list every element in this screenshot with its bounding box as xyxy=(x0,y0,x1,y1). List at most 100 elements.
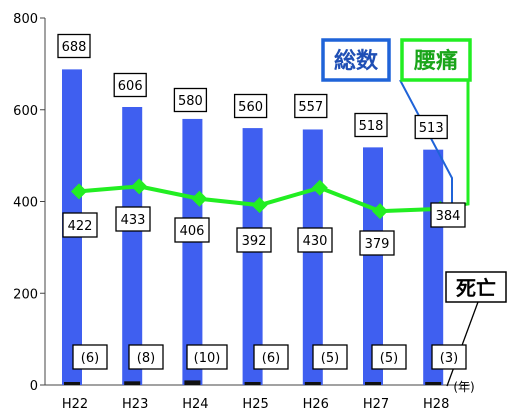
x-tick-label: H23 xyxy=(122,397,148,410)
back-pain-value-label-box xyxy=(62,212,98,238)
back-pain-value-label: 433 xyxy=(121,213,146,228)
back-pain-value-label-group: 422 xyxy=(62,212,98,238)
back-pain-value-label-box xyxy=(297,227,333,253)
death-bar xyxy=(244,382,261,385)
x-tick-label: H28 xyxy=(423,397,449,410)
total-value-label-box xyxy=(113,72,147,98)
total-value-label-box xyxy=(233,93,268,119)
total-value-label-group: 580 xyxy=(173,87,208,113)
back-pain-value-label-group: 384 xyxy=(430,202,466,228)
y-tick-label: 800 xyxy=(13,12,38,27)
death-value-label-group: (6) xyxy=(253,344,289,370)
back-pain-value-label-box xyxy=(115,206,151,232)
death-value-label-group: (10) xyxy=(186,344,228,370)
back-pain-value-label-group: 392 xyxy=(236,227,272,253)
total-callout-line xyxy=(399,79,453,207)
total-bar xyxy=(242,128,263,385)
death-value-label: (3) xyxy=(440,351,458,366)
back-pain-value-label-group: 430 xyxy=(297,227,333,253)
value-labels: 688 606 580 560 557 518 513 422 433 406 392 430 379 3… xyxy=(57,33,467,370)
death-value-label: (5) xyxy=(321,351,339,366)
total-value-label: 688 xyxy=(62,40,87,55)
total-bar xyxy=(182,118,203,386)
legend-death-box xyxy=(445,271,507,303)
x-unit-label: (年) xyxy=(453,380,474,394)
death-bar xyxy=(425,382,442,385)
legend-back-pain-box xyxy=(400,38,472,82)
back-pain-value-label-group: 379 xyxy=(359,230,395,256)
x-tick-label: H25 xyxy=(242,397,268,410)
total-value-label-group: 606 xyxy=(113,72,147,98)
legend-total-box xyxy=(321,38,391,82)
total-value-label: 518 xyxy=(359,119,384,134)
back-pain-value-label: 406 xyxy=(180,224,205,239)
total-value-label-box xyxy=(354,112,388,138)
back-pain-point xyxy=(311,179,328,196)
total-value-label: 606 xyxy=(118,79,143,94)
death-value-label-box xyxy=(253,344,289,370)
total-value-label-box xyxy=(414,114,448,140)
death-value-label: (6) xyxy=(262,351,280,366)
back-pain-value-label-box xyxy=(236,227,272,253)
legend-total-label: 総数 xyxy=(334,48,379,74)
back-pain-value-label: 430 xyxy=(303,234,328,249)
total-value-label-box xyxy=(294,93,328,119)
death-bar xyxy=(64,382,80,385)
y-tick-label: 600 xyxy=(13,104,38,119)
x-tick-label: H24 xyxy=(182,397,208,410)
total-value-label: 580 xyxy=(178,94,203,109)
death-callout-line xyxy=(446,301,479,387)
back-pain-value-label-box xyxy=(174,217,210,243)
total-value-label: 560 xyxy=(238,100,263,115)
total-value-label-group: 557 xyxy=(294,93,328,119)
legend-back-pain: 腰痛 xyxy=(400,38,472,82)
total-value-label: 513 xyxy=(419,121,444,136)
back-pain-value-label-group: 433 xyxy=(115,206,151,232)
death-value-label-box xyxy=(128,344,164,370)
death-value-label-group: (3) xyxy=(431,344,467,370)
death-value-label: (6) xyxy=(81,351,99,366)
death-value-label: (10) xyxy=(194,351,221,366)
back-pain-value-label-box xyxy=(359,230,395,256)
x-tick-label: H27 xyxy=(363,397,389,410)
death-value-label-box xyxy=(371,344,407,370)
death-bars xyxy=(64,380,442,385)
back-pain-point xyxy=(131,178,148,195)
death-bar xyxy=(184,380,201,385)
total-bar xyxy=(122,106,143,385)
death-value-label-group: (5) xyxy=(371,344,407,370)
x-tick-label: H26 xyxy=(303,397,329,410)
total-value-label-group: 513 xyxy=(414,114,448,140)
death-value-label-group: (5) xyxy=(312,344,348,370)
back-pain-value-label-group: 406 xyxy=(174,217,210,243)
death-value-label: (5) xyxy=(380,351,398,366)
back-pain-point xyxy=(191,190,208,207)
death-value-label-box xyxy=(72,344,108,370)
total-value-label-box xyxy=(57,33,91,59)
back-pain-value-label-box xyxy=(430,202,466,228)
total-value-label-group: 560 xyxy=(233,93,268,119)
death-value-label-box xyxy=(186,344,228,370)
death-value-label-group: (6) xyxy=(72,344,108,370)
death-bar xyxy=(304,382,321,385)
legend-total: 総数 xyxy=(321,38,391,82)
y-tick-label: 0 xyxy=(30,379,38,394)
death-bar xyxy=(124,381,141,385)
x-tick-label: H22 xyxy=(62,397,88,410)
death-value-label-group: (8) xyxy=(128,344,164,370)
legend-death-label: 死亡 xyxy=(456,276,496,300)
death-value-label-box xyxy=(431,344,467,370)
back-pain-value-label: 384 xyxy=(436,209,461,224)
y-tick-label: 400 xyxy=(13,196,38,211)
death-value-label-box xyxy=(312,344,348,370)
total-value-label: 557 xyxy=(298,100,323,115)
total-value-label-group: 518 xyxy=(354,112,388,138)
back-pain-value-label: 422 xyxy=(68,219,93,234)
death-bar xyxy=(365,382,381,385)
back-pain-point xyxy=(71,183,87,200)
death-value-label: (8) xyxy=(137,351,155,366)
total-value-label-group: 688 xyxy=(57,33,91,59)
back-pain-value-label: 379 xyxy=(365,237,390,252)
